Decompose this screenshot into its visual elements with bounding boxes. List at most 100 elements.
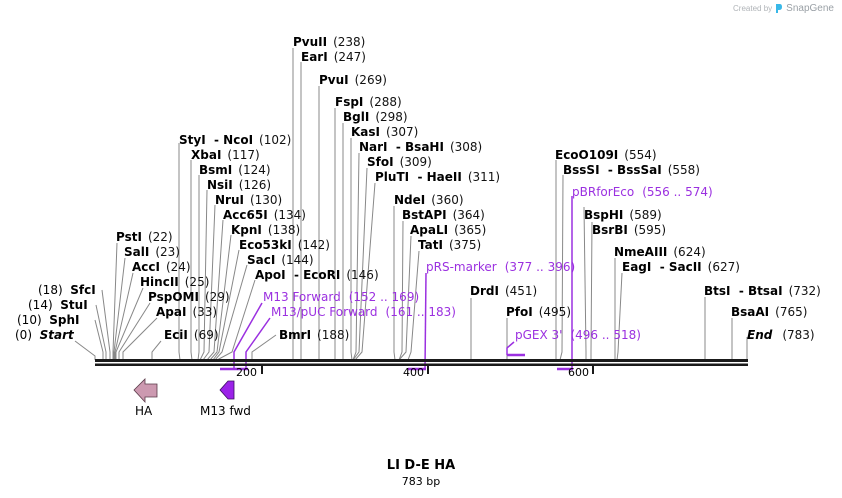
snapgene-credit: Created by SnapGene (733, 3, 834, 14)
site-bsaai[interactable]: BsaAI (765) (731, 305, 807, 319)
site-bstapi[interactable]: BstAPI (364) (402, 208, 485, 222)
site-name: KpnI (231, 223, 262, 237)
site-eagi-sacii[interactable]: EagI - SacII (627) (622, 260, 740, 274)
site-name: BsrBI (592, 223, 628, 237)
site-bmri[interactable]: BmrI (188) (279, 328, 349, 342)
site-pos: (117) (227, 148, 260, 162)
site-pluti-haeii[interactable]: PluTI - HaeII (311) (375, 170, 500, 184)
primer-bars (220, 353, 573, 371)
site-eco53ki[interactable]: Eco53kI (142) (239, 238, 330, 252)
site-pos: (247) (333, 50, 366, 64)
site-pos: (69) (193, 328, 219, 342)
site-name: NruI (215, 193, 244, 207)
site-apai[interactable]: ApaI (33) (156, 305, 217, 319)
site-pos: (24) (165, 260, 191, 274)
site-apali[interactable]: ApaLI (365) (410, 223, 486, 237)
site-sfoi[interactable]: SfoI (309) (367, 155, 432, 169)
site-pos: (360) (431, 193, 464, 207)
site-pos: (138) (267, 223, 301, 237)
site-bsssi-bsssai[interactable]: BssSI - BssSaI (558) (563, 163, 700, 177)
site-name: BmrI (279, 328, 312, 342)
site-pos: (311) (467, 170, 501, 184)
site-name: ApoI - EcoRI (255, 268, 341, 282)
primer-name: pRS-marker (426, 260, 497, 274)
primer-name: M13/pUC Forward (271, 305, 378, 319)
site-end[interactable]: End (783) (747, 328, 815, 342)
site-ecii[interactable]: EciI (69) (164, 328, 219, 342)
site-pos: (29) (204, 290, 230, 304)
primer-pgex-3[interactable]: pGEX 3' (496 .. 518) (515, 328, 641, 342)
site-nari-bsahi[interactable]: NarI - BsaHI (308) (359, 140, 482, 154)
site-kasi[interactable]: KasI (307) (351, 125, 418, 139)
site-acc65i[interactable]: Acc65I (134) (223, 208, 306, 222)
site-name: PvuI (319, 73, 349, 87)
site-pspomi[interactable]: PspOMI (29) (148, 290, 230, 304)
site-eari[interactable]: EarI (247) (301, 50, 366, 64)
site-pos: (765) (775, 305, 808, 319)
site-name: EagI - SacII (622, 260, 702, 274)
site-pos: (375) (448, 238, 482, 252)
site-styi-ncoi[interactable]: StyI - NcoI (102) (179, 133, 291, 147)
site-start[interactable]: (0) Start (15, 328, 74, 342)
site-name: EciI (164, 328, 188, 342)
site-name: NsiI (207, 178, 233, 192)
site-fspi[interactable]: FspI (288) (335, 95, 402, 109)
feature-label-ha[interactable]: HA (135, 404, 153, 418)
site-name: PvuII (293, 35, 328, 49)
primer-m13-puc-forward[interactable]: M13/pUC Forward (161 .. 183) (271, 305, 456, 319)
site-name: KasI (351, 125, 381, 139)
site-name: BstAPI (402, 208, 447, 222)
site-name: DrdI (470, 284, 499, 298)
site-pos: (25) (184, 275, 210, 289)
site-name: NarI - BsaHI (359, 140, 444, 154)
credit-brand: SnapGene (786, 3, 834, 14)
site-name: NdeI (394, 193, 426, 207)
site-apoi-ecori[interactable]: ApoI - EcoRI (146) (255, 268, 379, 282)
site-sfci[interactable]: (18) SfcI (38, 283, 96, 297)
site-nsii[interactable]: NsiI (126) (207, 178, 271, 192)
primer-pbrforeco[interactable]: pBRforEco (556 .. 574) (572, 185, 713, 199)
site-btsi-btsai[interactable]: BtsI - BtsaI (732) (704, 284, 821, 298)
site-pos: (298) (375, 110, 408, 124)
site-kpni[interactable]: KpnI (138) (231, 223, 300, 237)
ruler-label-600: 600 (568, 366, 589, 379)
site-pos: (554) (624, 148, 657, 162)
primer-name: pGEX 3' (515, 328, 563, 342)
site-bsrbi[interactable]: BsrBI (595) (592, 223, 666, 237)
primer-name: M13 Forward (263, 290, 341, 304)
primer-m13-forward[interactable]: M13 Forward (152 .. 169) (263, 290, 419, 304)
site-pos: (783) (782, 328, 815, 342)
site-pos: (124) (238, 163, 271, 177)
site-pos: (365) (454, 223, 487, 237)
site-acci[interactable]: AccI (24) (132, 260, 191, 274)
site-pfoi[interactable]: PfoI (495) (506, 305, 571, 319)
site-name: TatI (418, 238, 443, 252)
primer-prs-marker[interactable]: pRS-marker (377 .. 396) (426, 260, 575, 274)
site-bgli[interactable]: BglI (298) (343, 110, 408, 124)
site-name: EarI (301, 50, 328, 64)
site-saci[interactable]: SacI (144) (247, 253, 314, 267)
site-psti[interactable]: PstI (22) (116, 230, 173, 244)
site-pvuii[interactable]: PvuII (238) (293, 35, 365, 49)
site-stui[interactable]: (14) StuI (28, 298, 88, 312)
site-name: End (747, 328, 773, 342)
site-sphi[interactable]: (10) SphI (17, 313, 80, 327)
site-pvui[interactable]: PvuI (269) (319, 73, 387, 87)
site-ecoo109i[interactable]: EcoO109I (554) (555, 148, 657, 162)
site-pos: (188) (317, 328, 350, 342)
site-nrui[interactable]: NruI (130) (215, 193, 282, 207)
site-sali[interactable]: SalI (23) (124, 245, 180, 259)
site-name: SfoI (367, 155, 394, 169)
site-tati[interactable]: TatI (375) (418, 238, 481, 252)
feature-label-m13-fwd[interactable]: M13 fwd (200, 404, 251, 418)
site-bsphi[interactable]: BspHI (589) (584, 208, 662, 222)
site-pos: (558) (667, 163, 700, 177)
site-bsmi[interactable]: BsmI (124) (199, 163, 271, 177)
site-hincii[interactable]: HincII (25) (140, 275, 209, 289)
site-nmeaiii[interactable]: NmeAIII (624) (614, 245, 706, 259)
site-xbai[interactable]: XbaI (117) (191, 148, 260, 162)
site-drdi[interactable]: DrdI (451) (470, 284, 537, 298)
site-name: XbaI (191, 148, 222, 162)
primer-range: (496 .. 518) (570, 328, 641, 342)
site-ndei[interactable]: NdeI (360) (394, 193, 464, 207)
